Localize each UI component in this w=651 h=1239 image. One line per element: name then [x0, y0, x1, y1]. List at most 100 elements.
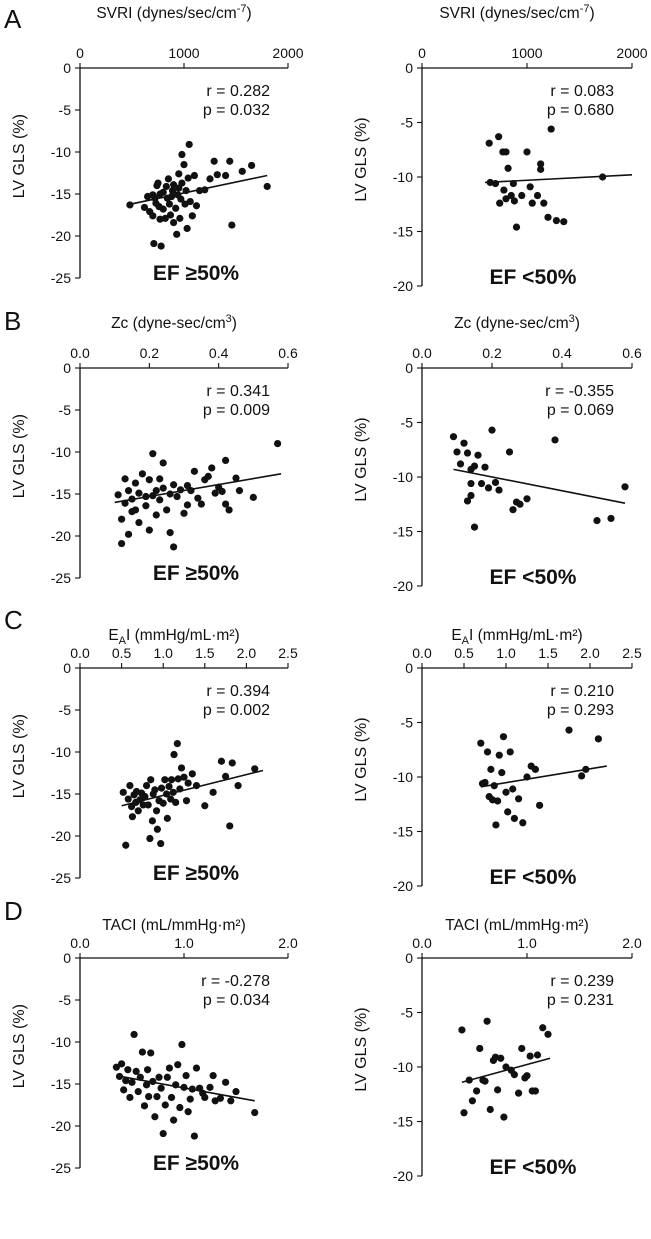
data-point [509, 506, 517, 514]
y-tick-label: -15 [393, 224, 413, 240]
data-point [134, 1087, 142, 1096]
data-point [509, 179, 517, 188]
data-point [159, 459, 167, 467]
data-point [481, 463, 489, 471]
y-tick-label: 0 [63, 60, 71, 76]
data-point [172, 1081, 180, 1089]
data-point [537, 160, 545, 168]
data-point [167, 776, 176, 784]
x-tick-label: 2.5 [622, 645, 642, 661]
data-point [222, 1078, 230, 1086]
x-tick-label: 2000 [616, 45, 647, 61]
data-point [183, 482, 192, 490]
data-point [161, 776, 169, 784]
data-point [536, 801, 544, 809]
data-point [159, 205, 167, 213]
data-point [498, 769, 506, 777]
scatter-plot-b-right: Zc (dyne-sec/cm3) 0.0 0.2 0.4 0.6 0 -5 -10 -15 -2… [353, 313, 642, 594]
group-label: EF <50% [490, 566, 577, 589]
data-point [182, 797, 191, 805]
y-tick-label: -10 [393, 769, 413, 785]
data-point [178, 179, 186, 187]
group-label: EF <50% [490, 866, 577, 889]
data-point [467, 479, 475, 488]
data-point [496, 199, 504, 207]
data-point [141, 792, 149, 801]
data-point [460, 439, 468, 447]
data-point [159, 484, 167, 492]
x-tick-label: 1.5 [538, 645, 558, 661]
data-point [157, 784, 166, 792]
y-axis-label: LV GLS (%) [353, 117, 370, 201]
data-point [477, 479, 486, 488]
data-point [599, 173, 607, 181]
x-tick-label: 0.0 [412, 645, 432, 661]
data-point [502, 195, 510, 203]
data-point [124, 795, 132, 803]
data-point [186, 197, 194, 206]
data-point [578, 772, 586, 780]
y-tick-label: -25 [51, 570, 71, 586]
data-point [139, 801, 147, 809]
data-point [232, 1087, 240, 1096]
data-point [533, 191, 542, 200]
data-point [131, 479, 140, 487]
x-tick-label: 1000 [168, 45, 199, 61]
data-point [161, 1101, 169, 1109]
x-tick-label: 0.0 [412, 935, 432, 951]
data-point [201, 186, 209, 194]
correlation-r: r = 0.083 [550, 83, 614, 100]
scatter-plot-a-left: SVRI (dynes/sec/cm-7) 0 1000 2000 0 -5 -10 -15 -… [11, 3, 304, 286]
data-point [128, 1078, 136, 1086]
p-value: p = 0.069 [547, 402, 614, 419]
data-point [128, 495, 136, 503]
data-point [510, 197, 518, 205]
y-tick-label: -20 [51, 828, 71, 844]
data-point [453, 448, 461, 456]
x-tick-label: 0.5 [112, 645, 132, 661]
data-point [147, 776, 155, 784]
data-point [151, 786, 159, 794]
data-point [463, 497, 472, 505]
data-point [217, 757, 226, 765]
y-tick-label: -5 [401, 415, 414, 431]
data-point [621, 483, 629, 491]
y-tick-label: -15 [51, 186, 71, 202]
data-point [153, 825, 161, 833]
data-point [180, 161, 188, 169]
data-point [505, 448, 514, 456]
data-point [185, 140, 193, 149]
y-tick-label: -5 [59, 992, 72, 1008]
data-point [159, 188, 167, 196]
data-point [126, 201, 134, 209]
data-point [182, 187, 190, 195]
data-point [172, 798, 180, 807]
data-point [119, 788, 127, 796]
data-point [560, 218, 568, 226]
data-point [166, 211, 175, 219]
data-point [157, 242, 165, 250]
panel-label-b: B [4, 306, 21, 336]
data-point [465, 1076, 473, 1084]
data-point [263, 182, 271, 191]
data-point [539, 1024, 547, 1032]
data-point [526, 1052, 534, 1060]
data-point [467, 491, 475, 500]
data-point [251, 1108, 259, 1117]
data-point [183, 501, 192, 509]
y-tick-label: -20 [393, 878, 413, 894]
data-point [170, 181, 178, 189]
data-point [156, 475, 164, 483]
data-point [235, 487, 244, 495]
data-point [208, 464, 216, 472]
data-point [510, 814, 518, 823]
data-point [531, 765, 540, 773]
data-point [544, 213, 552, 221]
data-point [515, 795, 523, 803]
data-point [124, 487, 133, 495]
data-point [225, 506, 233, 514]
p-value: p = 0.002 [203, 702, 270, 719]
data-point [162, 790, 171, 798]
p-value: p = 0.293 [547, 702, 614, 719]
